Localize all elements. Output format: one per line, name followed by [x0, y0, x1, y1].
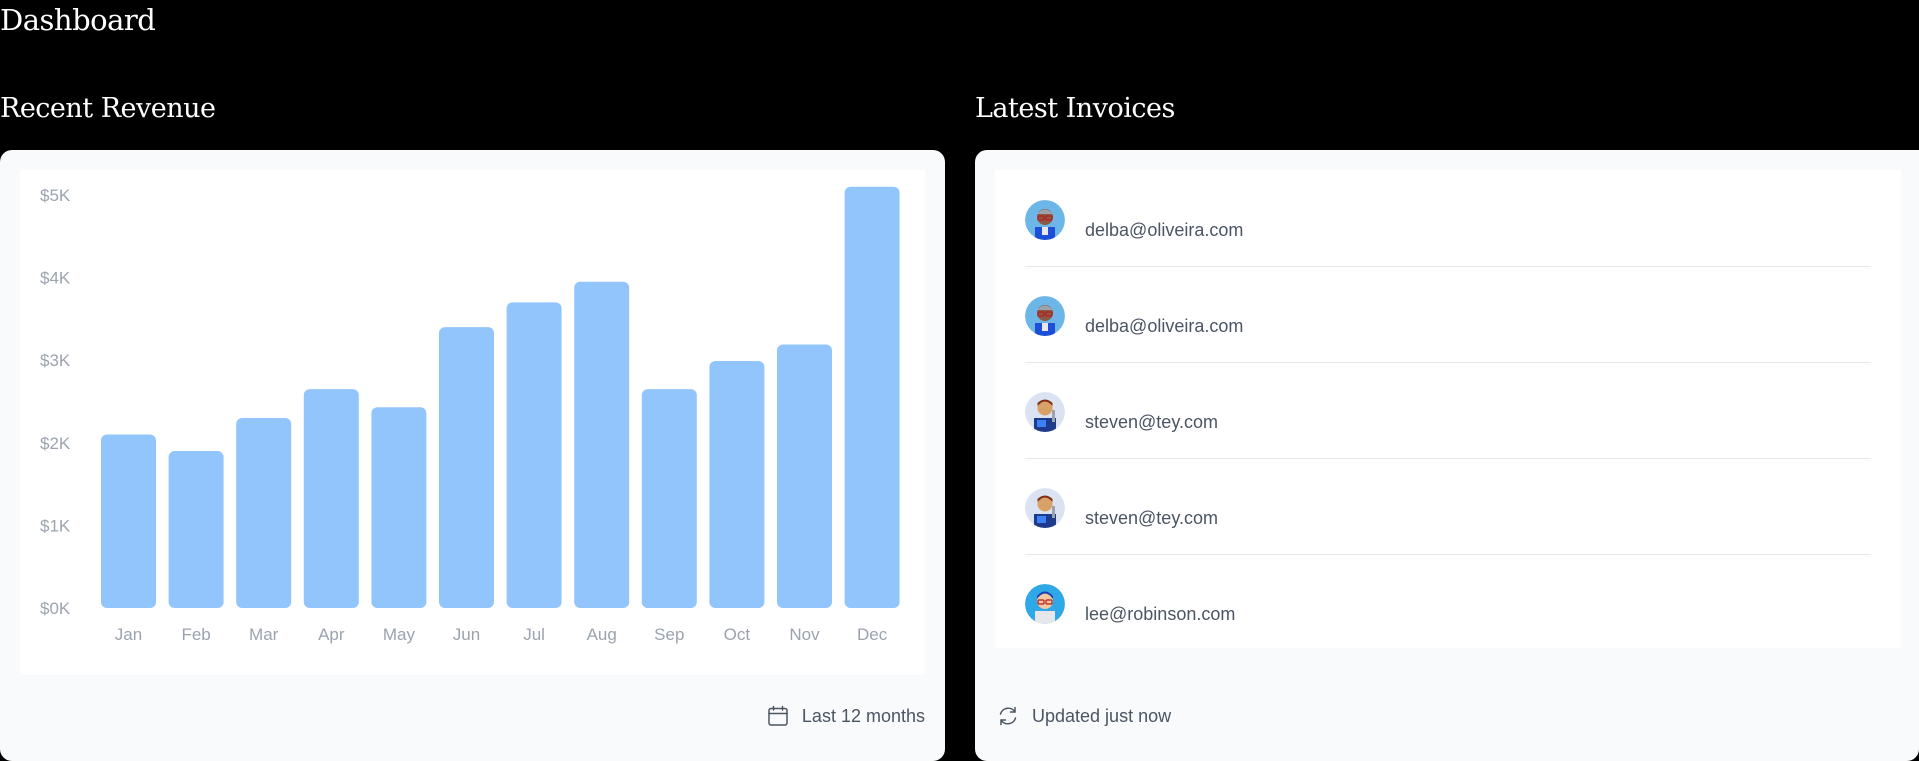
invoice-list: delba@oliveira.com delba@oliveira.com — [995, 170, 1901, 648]
y-tick-label: $4K — [40, 269, 71, 288]
latest-invoices-title: Latest Invoices — [975, 93, 1175, 124]
invoice-row[interactable]: steven@tey.com — [1025, 458, 1871, 555]
invoice-email: lee@robinson.com — [1085, 604, 1236, 624]
page-title: Dashboard — [0, 3, 156, 37]
x-tick-label: Jun — [453, 625, 480, 644]
y-tick-label: $2K — [40, 434, 71, 453]
y-tick-label: $0K — [40, 599, 71, 618]
bar-apr — [303, 389, 359, 608]
avatar — [1025, 296, 1065, 336]
revenue-chart: $0K $1K $2K $3K $4K $5K Jan Feb Mar Apr May Jun Jul A… — [20, 170, 925, 675]
invoice-email: steven@tey.com — [1085, 508, 1218, 528]
x-tick-label: Mar — [249, 625, 279, 644]
revenue-chart-svg: $0K $1K $2K $3K $4K $5K Jan Feb Mar Apr May Jun Jul A… — [40, 186, 900, 644]
revenue-card: $0K $1K $2K $3K $4K $5K Jan Feb Mar Apr May Jun Jul A… — [0, 150, 945, 761]
y-tick-label: $1K — [40, 516, 71, 535]
calendar-icon — [768, 705, 788, 726]
avatar — [1025, 392, 1065, 432]
invoice-row[interactable]: delba@oliveira.com — [1025, 170, 1871, 267]
x-tick-label: Feb — [181, 625, 210, 644]
avatar — [1025, 488, 1065, 528]
bar-oct — [709, 361, 765, 608]
refresh-icon — [999, 706, 1017, 726]
bar-may — [371, 407, 427, 608]
invoice-row[interactable]: lee@robinson.com — [1025, 554, 1871, 650]
x-tick-label: May — [383, 625, 416, 644]
x-tick-label: Apr — [318, 625, 345, 644]
invoice-email: steven@tey.com — [1085, 412, 1218, 432]
invoice-email: delba@oliveira.com — [1085, 220, 1244, 240]
recent-revenue-title: Recent Revenue — [0, 93, 216, 124]
x-tick-label: Dec — [857, 625, 888, 644]
y-tick-label: $5K — [40, 186, 71, 205]
bar-jul — [506, 302, 562, 608]
invoice-row[interactable]: steven@tey.com — [1025, 362, 1871, 459]
invoice-email: delba@oliveira.com — [1085, 316, 1244, 336]
avatar — [1025, 584, 1065, 624]
x-tick-label: Jan — [115, 625, 142, 644]
x-tick-label: Sep — [654, 625, 684, 644]
invoice-row[interactable]: delba@oliveira.com — [1025, 266, 1871, 363]
bar-nov — [777, 344, 832, 608]
bar-jan — [101, 434, 156, 608]
bar-mar — [236, 418, 292, 608]
bar-sep — [641, 389, 697, 608]
bar-dec — [844, 186, 900, 609]
x-tick-label: Jul — [523, 625, 545, 644]
avatar — [1025, 200, 1065, 240]
y-tick-label: $3K — [40, 351, 71, 370]
bar-aug — [574, 281, 630, 608]
bar-feb — [168, 451, 224, 608]
x-tick-label: Nov — [789, 625, 820, 644]
x-tick-label: Oct — [724, 625, 751, 644]
x-tick-label: Aug — [587, 625, 617, 644]
revenue-footer-label: Last 12 months — [801, 705, 925, 726]
invoices-card: delba@oliveira.com delba@oliveira.com — [975, 150, 1919, 761]
invoices-footer: Updated just now — [996, 704, 1171, 728]
revenue-footer: Last 12 months — [766, 704, 925, 728]
invoices-footer-label: Updated just now — [1032, 705, 1172, 726]
bar-jun — [439, 327, 494, 608]
